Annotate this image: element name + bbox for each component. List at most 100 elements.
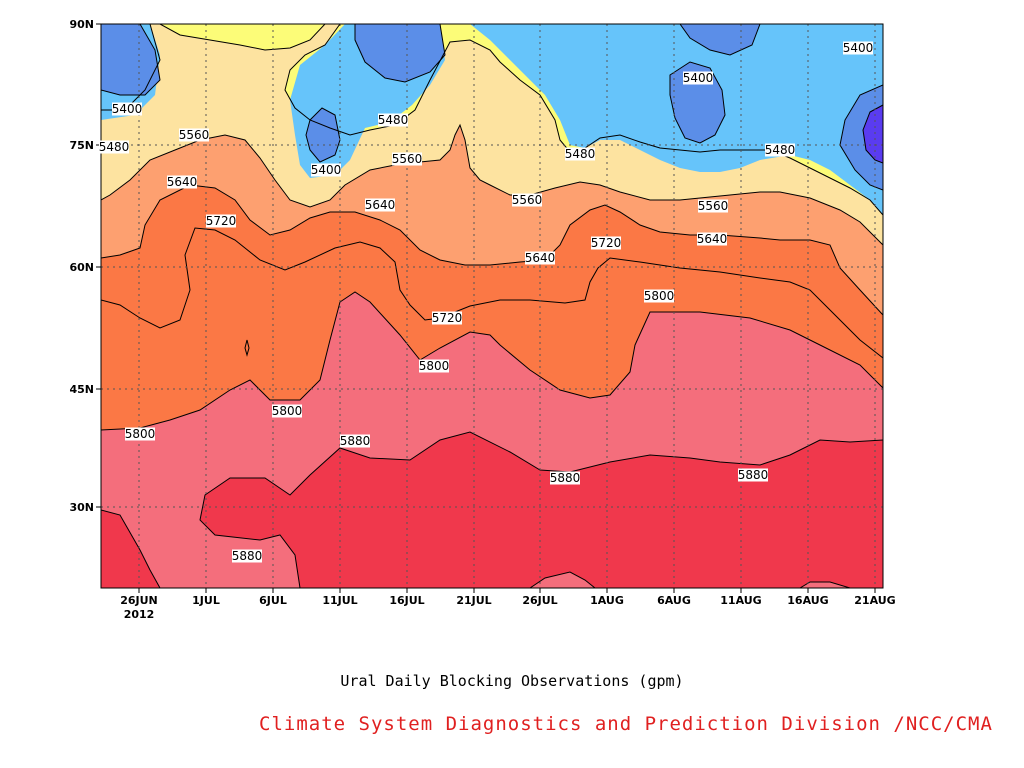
- contour-label: 5480: [565, 147, 596, 161]
- x-tick-label: 26JUL: [522, 594, 557, 607]
- contour-label: 5880: [340, 434, 371, 448]
- contour-lines: [101, 24, 883, 588]
- contour-label: 5880: [738, 468, 769, 482]
- x-tick-label: 6AUG: [657, 594, 691, 607]
- contour-label-text: 5880: [550, 471, 581, 485]
- contour-label: 5880: [232, 549, 263, 563]
- x-tick-label: 6JUL: [259, 594, 287, 607]
- contour-fills: [101, 24, 883, 588]
- contour-label-bg: [206, 214, 236, 228]
- contour-label-bg: [365, 198, 395, 212]
- contour-label-text: 5560: [179, 128, 210, 142]
- contour-label: 5480: [99, 140, 130, 154]
- contour-label: 5720: [432, 311, 463, 325]
- contour-label-text: 5400: [843, 41, 874, 55]
- contour-label: 5560: [698, 199, 729, 213]
- contour-label-bg: [843, 41, 873, 55]
- x-tick-label: 21AUG: [854, 594, 895, 607]
- contour-label-bg: [392, 152, 422, 166]
- contour-label: 5800: [419, 359, 450, 373]
- x-tick-label: 16AUG: [787, 594, 828, 607]
- contour-label-bg: [525, 251, 555, 265]
- contour-label-bg: [232, 549, 262, 563]
- y-tick-label: 30N: [69, 501, 94, 514]
- band-5320-b: [355, 24, 445, 82]
- contour-label-text: 5800: [272, 404, 303, 418]
- contour-label-text: 5880: [738, 468, 769, 482]
- contour-label: 5800: [125, 427, 156, 441]
- contour-label-bg: [591, 236, 621, 250]
- contour-label: 5400: [112, 102, 143, 116]
- y-tick-label: 60N: [69, 261, 94, 274]
- contour-label-text: 5480: [765, 143, 796, 157]
- contour-label: 5400: [683, 71, 714, 85]
- x-tick-label: 21JUL: [456, 594, 491, 607]
- contour-label: 5480: [765, 143, 796, 157]
- y-tick-label: 75N: [69, 139, 94, 152]
- contour-label-text: 5720: [432, 311, 463, 325]
- contour-label: 5560: [512, 193, 543, 207]
- contour-label-text: 5720: [591, 236, 622, 250]
- contour-label: 5400: [843, 41, 874, 55]
- contour-label-bg: [698, 199, 728, 213]
- contour-label-bg: [644, 289, 674, 303]
- plot-frame: [100, 23, 884, 589]
- band-5320-e: [680, 24, 760, 55]
- contour-labels: 5400 5480 5560 5640 5720 5800 5880 5400 5480 5560…: [99, 41, 874, 563]
- contour-label: 5800: [272, 404, 303, 418]
- contour-label: 5400: [311, 163, 342, 177]
- contour-label-bg: [512, 193, 542, 207]
- x-tick-sublabel: 2012: [124, 608, 155, 621]
- contour-label-text: 5640: [167, 175, 198, 189]
- contour-label-bg: [738, 468, 768, 482]
- contour-label: 5640: [525, 251, 556, 265]
- contour-label: 5560: [179, 128, 210, 142]
- x-tick-label: 1JUL: [192, 594, 220, 607]
- contour-label: 5640: [697, 232, 728, 246]
- contour-label: 5640: [167, 175, 198, 189]
- contour-label-text: 5880: [340, 434, 371, 448]
- contour-label-bg: [179, 128, 209, 142]
- contour-label-bg: [565, 147, 595, 161]
- contour-label-text: 5800: [125, 427, 156, 441]
- contour-label-bg: [550, 471, 580, 485]
- band-5880-bottom: [530, 572, 595, 588]
- x-tick-label: 1AUG: [590, 594, 624, 607]
- contour-label-bg: [112, 102, 142, 116]
- x-tick-label: 26JUN: [120, 594, 158, 607]
- contour-label-text: 5640: [365, 198, 396, 212]
- contour-label-text: 5880: [232, 549, 263, 563]
- contour-label-text: 5800: [419, 359, 450, 373]
- x-tick-label: 16JUL: [389, 594, 424, 607]
- credit-line: Climate System Diagnostics and Predictio…: [259, 713, 993, 735]
- contour-label-bg: [311, 163, 341, 177]
- contour-label-text: 5560: [392, 152, 423, 166]
- contour-label-bg: [432, 311, 462, 325]
- grid-lines: [101, 24, 883, 588]
- contour-label-text: 5400: [311, 163, 342, 177]
- contour-label-bg: [272, 404, 302, 418]
- contour-label-text: 5400: [112, 102, 143, 116]
- contour-label-text: 5640: [697, 232, 728, 246]
- contour-label-text: 5560: [698, 199, 729, 213]
- contour-label: 5720: [591, 236, 622, 250]
- contour-label-text: 5560: [512, 193, 543, 207]
- contour-label-text: 5480: [378, 113, 409, 127]
- contour-label-text: 5480: [99, 140, 130, 154]
- y-tick-label: 90N: [69, 18, 94, 31]
- band-5880-bottom2: [800, 582, 850, 588]
- contour-label-text: 5640: [525, 251, 556, 265]
- contour-label-bg: [683, 71, 713, 85]
- contour-label-bg: [765, 143, 795, 157]
- contour-label-bg: [419, 359, 449, 373]
- chart-title: Ural Daily Blocking Observations (gpm): [340, 672, 684, 690]
- contour-label: 5640: [365, 198, 396, 212]
- contour-label: 5800: [644, 289, 675, 303]
- contour-label-bg: [697, 232, 727, 246]
- x-tick-label: 11JUL: [322, 594, 357, 607]
- contour-label-bg: [340, 434, 370, 448]
- contour-label-bg: [167, 175, 197, 189]
- x-tick-label: 11AUG: [720, 594, 761, 607]
